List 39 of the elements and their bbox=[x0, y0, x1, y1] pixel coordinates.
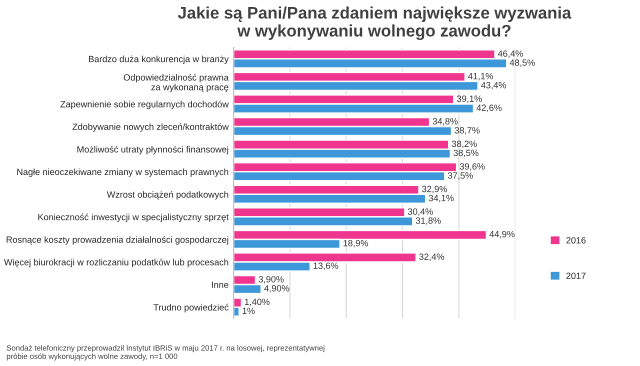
data-label: 37,5% bbox=[448, 172, 473, 180]
data-label: 41,1% bbox=[468, 72, 494, 80]
data-label: 18,9% bbox=[344, 240, 368, 248]
legend-label: 2016 bbox=[566, 237, 586, 244]
data-label: 3,90% bbox=[258, 276, 284, 284]
data-label: 43,4% bbox=[481, 82, 506, 90]
data-label: 38,2% bbox=[452, 140, 477, 148]
data-label: 39,6% bbox=[460, 163, 485, 171]
y-tick-label: Zapewnienie sobie regularnych dochodów bbox=[60, 100, 229, 110]
y-tick-label: Trudno powiedzieć bbox=[154, 304, 229, 312]
data-label: 1% bbox=[242, 308, 255, 314]
data-label: 4,90% bbox=[264, 285, 290, 293]
y-tick-label: Wzrost obciążeń podatkowych bbox=[106, 190, 228, 200]
chart-title: Jakie są Pani/Pana zdaniem największe wyzwania w wykonywaniu wolnego zawodu? bbox=[178, 6, 572, 40]
data-label: 42,6% bbox=[476, 104, 502, 112]
y-tick-label: Odpowiedzialność prawna za wykonaną pracę bbox=[124, 74, 229, 92]
data-label: 38,5% bbox=[454, 150, 478, 158]
data-label: 38,7% bbox=[454, 127, 480, 135]
data-label: 31,8% bbox=[416, 217, 441, 225]
y-tick-label: Konieczność inwestycji w specjalistyczny sprzęt bbox=[38, 214, 229, 222]
data-label: 44,9% bbox=[489, 230, 515, 238]
data-label: 32,9% bbox=[422, 186, 447, 194]
y-tick-label: Zdobywanie nowych zleceń/kontraktów bbox=[72, 123, 229, 132]
y-tick-label: Rosnące koszty prowadzenia działalności gospodarczej bbox=[6, 236, 228, 245]
data-label: 34,8% bbox=[432, 118, 458, 126]
y-tick-label: Nagłe nieoczekiwane zmiany w systemach prawnych bbox=[17, 168, 228, 177]
data-label: 39,1% bbox=[456, 96, 482, 103]
data-label: 34,1% bbox=[428, 194, 454, 202]
y-tick-label: Więcej biurokracji w rozliczaniu podatków lub procesach bbox=[4, 258, 228, 268]
y-tick-label: Inne bbox=[212, 282, 228, 288]
data-label: 13,6% bbox=[314, 262, 338, 270]
data-label: 1,40% bbox=[244, 298, 270, 306]
y-tick-label: Możliwość utraty płynności finansowej bbox=[77, 146, 228, 154]
data-label: 48,5% bbox=[510, 59, 535, 67]
legend-label: 2017 bbox=[566, 272, 586, 280]
data-label: 32,4% bbox=[419, 254, 444, 261]
y-tick-label: Bardzo duża konkurencja w branży bbox=[88, 56, 229, 64]
data-label: 30,4% bbox=[408, 208, 433, 216]
data-label: 46,4% bbox=[498, 50, 523, 58]
